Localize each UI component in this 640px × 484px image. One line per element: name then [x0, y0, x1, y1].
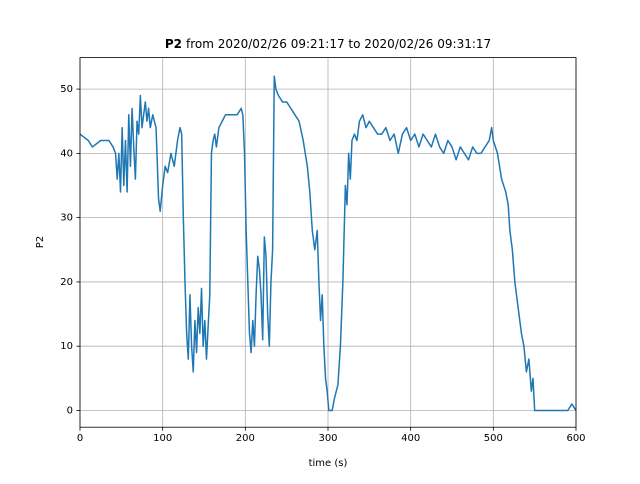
x-tick-label: 500 [484, 433, 503, 444]
x-tick-label: 0 [77, 433, 83, 444]
x-tick-label: 200 [236, 433, 255, 444]
x-tick-label: 100 [153, 433, 172, 444]
title-rest: from 2020/02/26 09:21:17 to 2020/02/26 0… [186, 37, 491, 51]
y-tick-label: 30 [60, 213, 73, 224]
y-tick-label: 50 [60, 84, 73, 95]
x-tick-label: 300 [318, 433, 337, 444]
y-tick-label: 10 [60, 341, 73, 352]
y-tick-label: 40 [60, 148, 73, 159]
y-axis-label: P2 [35, 236, 46, 248]
ticks: 0 100 200 300 400 500 600 0 10 20 30 40 50 [60, 84, 585, 444]
data-line [79, 75, 577, 412]
x-tick-label: 400 [401, 433, 420, 444]
grid [79, 57, 577, 428]
plot-area [79, 75, 577, 412]
x-axis-label: time (s) [309, 458, 348, 469]
y-tick-label: 0 [67, 405, 73, 416]
y-tick-label: 20 [60, 277, 73, 288]
title-bold: P2 [165, 37, 182, 51]
x-tick-label: 600 [566, 433, 585, 444]
chart-title: P2 from 2020/02/26 09:21:17 to 2020/02/26… [165, 37, 491, 51]
